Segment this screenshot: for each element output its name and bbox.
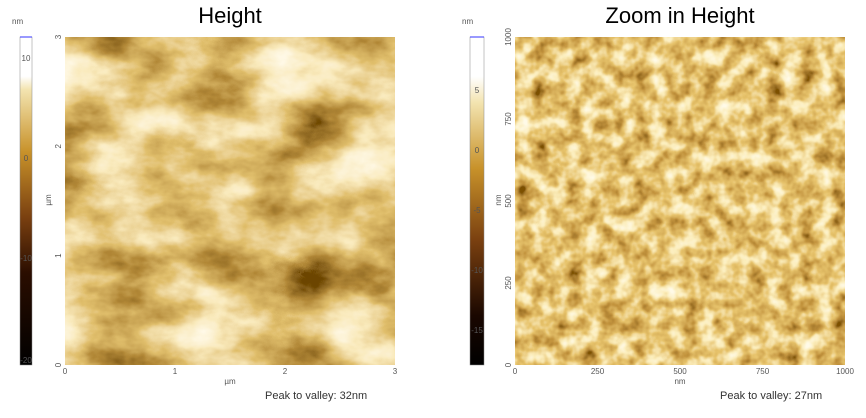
colorbar-tick: -10 [20, 254, 32, 263]
y-tick-label: 500 [504, 194, 513, 208]
x-tick-label: 1000 [836, 367, 854, 376]
colorbar-tick: -10 [471, 266, 483, 275]
colorbar-unit: nm [462, 17, 473, 26]
panel-title: Height [198, 3, 262, 28]
x-tick-label: 2 [283, 367, 288, 376]
y-tick-label: 1000 [504, 28, 513, 46]
y-tick-label: 3 [54, 34, 63, 39]
colorbar-tick: -15 [471, 326, 483, 335]
y-tick-label: 2 [54, 144, 63, 149]
x-axis-unit: µm [224, 377, 236, 386]
x-tick-label: 3 [393, 367, 398, 376]
caption: Peak to valley: 27nm [720, 390, 822, 402]
colorbar [19, 36, 33, 366]
afm-image [65, 37, 395, 365]
colorbar-tick: 5 [475, 86, 480, 95]
y-tick-label: 1 [54, 253, 63, 258]
x-tick-label: 500 [673, 367, 687, 376]
y-axis-unit: µm [44, 194, 53, 206]
x-tick-label: 750 [756, 367, 770, 376]
x-tick-label: 1 [173, 367, 178, 376]
colorbar-tick: -20 [20, 356, 32, 365]
afm-image [515, 37, 845, 365]
y-tick-label: 250 [504, 276, 513, 290]
x-tick-label: 250 [591, 367, 605, 376]
y-tick-label: 750 [504, 112, 513, 126]
y-axis-unit: nm [494, 194, 503, 205]
x-tick-label: 0 [513, 367, 518, 376]
colorbar-tick: 0 [475, 146, 480, 155]
colorbar-tick: 0 [24, 154, 29, 163]
colorbar-tick: 10 [22, 54, 31, 63]
colorbar-tick: -5 [473, 206, 481, 215]
y-tick-label: 0 [504, 362, 513, 367]
x-tick-label: 0 [63, 367, 68, 376]
panel-title: Zoom in Height [605, 3, 754, 28]
caption: Peak to valley: 32nm [265, 390, 367, 402]
x-axis-unit: nm [674, 377, 685, 386]
y-tick-label: 0 [54, 362, 63, 367]
colorbar-unit: nm [12, 17, 23, 26]
